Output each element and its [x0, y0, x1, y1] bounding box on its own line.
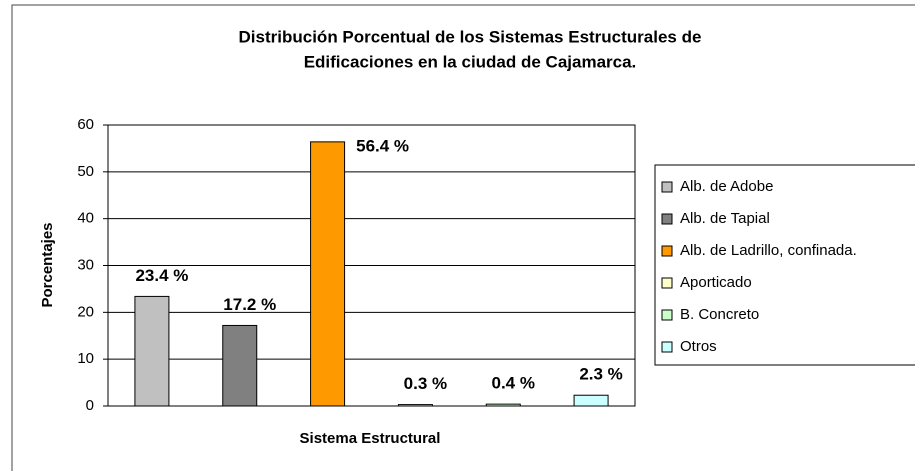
legend-label: Alb. de Ladrillo, confinada. — [680, 242, 857, 259]
legend-swatch — [661, 245, 673, 257]
legend-label: Aporticado — [680, 274, 752, 291]
bar — [573, 394, 609, 407]
y-tick-label: 30 — [77, 256, 94, 273]
bar — [134, 295, 170, 407]
y-tick-label: 20 — [77, 303, 94, 320]
bar — [222, 324, 258, 407]
legend-label: B. Concreto — [680, 306, 759, 323]
data-label: 0.3 % — [404, 374, 447, 393]
legend-swatch — [661, 341, 673, 353]
chart-title: Distribución Porcentual de los Sistemas … — [239, 27, 702, 46]
legend-label: Otros — [680, 338, 717, 355]
y-tick-label: 10 — [77, 350, 94, 367]
legend-label: Alb. de Tapial — [680, 210, 770, 227]
legend-swatch — [661, 213, 673, 225]
y-tick-label: 0 — [86, 397, 94, 414]
data-label: 23.4 % — [135, 266, 188, 285]
bar — [397, 404, 433, 407]
legend-label: Alb. de Adobe — [680, 178, 773, 195]
y-tick-label: 50 — [77, 163, 94, 180]
legend-swatch — [661, 309, 673, 321]
data-label: 17.2 % — [223, 295, 276, 314]
legend-swatch — [661, 277, 673, 289]
y-tick-label: 40 — [77, 210, 94, 227]
y-axis-label: Porcentajes — [39, 222, 56, 307]
data-label: 56.4 % — [356, 136, 409, 155]
legend-box — [654, 164, 915, 366]
chart-title: Edificaciones en la ciudad de Cajamarca. — [304, 52, 637, 71]
y-tick-label: 60 — [77, 116, 94, 133]
bar — [310, 141, 346, 407]
legend-swatch — [661, 181, 673, 193]
data-label: 0.4 % — [492, 374, 535, 393]
x-axis-label: Sistema Estructural — [300, 430, 441, 447]
data-label: 2.3 % — [579, 365, 622, 384]
bar — [485, 403, 521, 407]
